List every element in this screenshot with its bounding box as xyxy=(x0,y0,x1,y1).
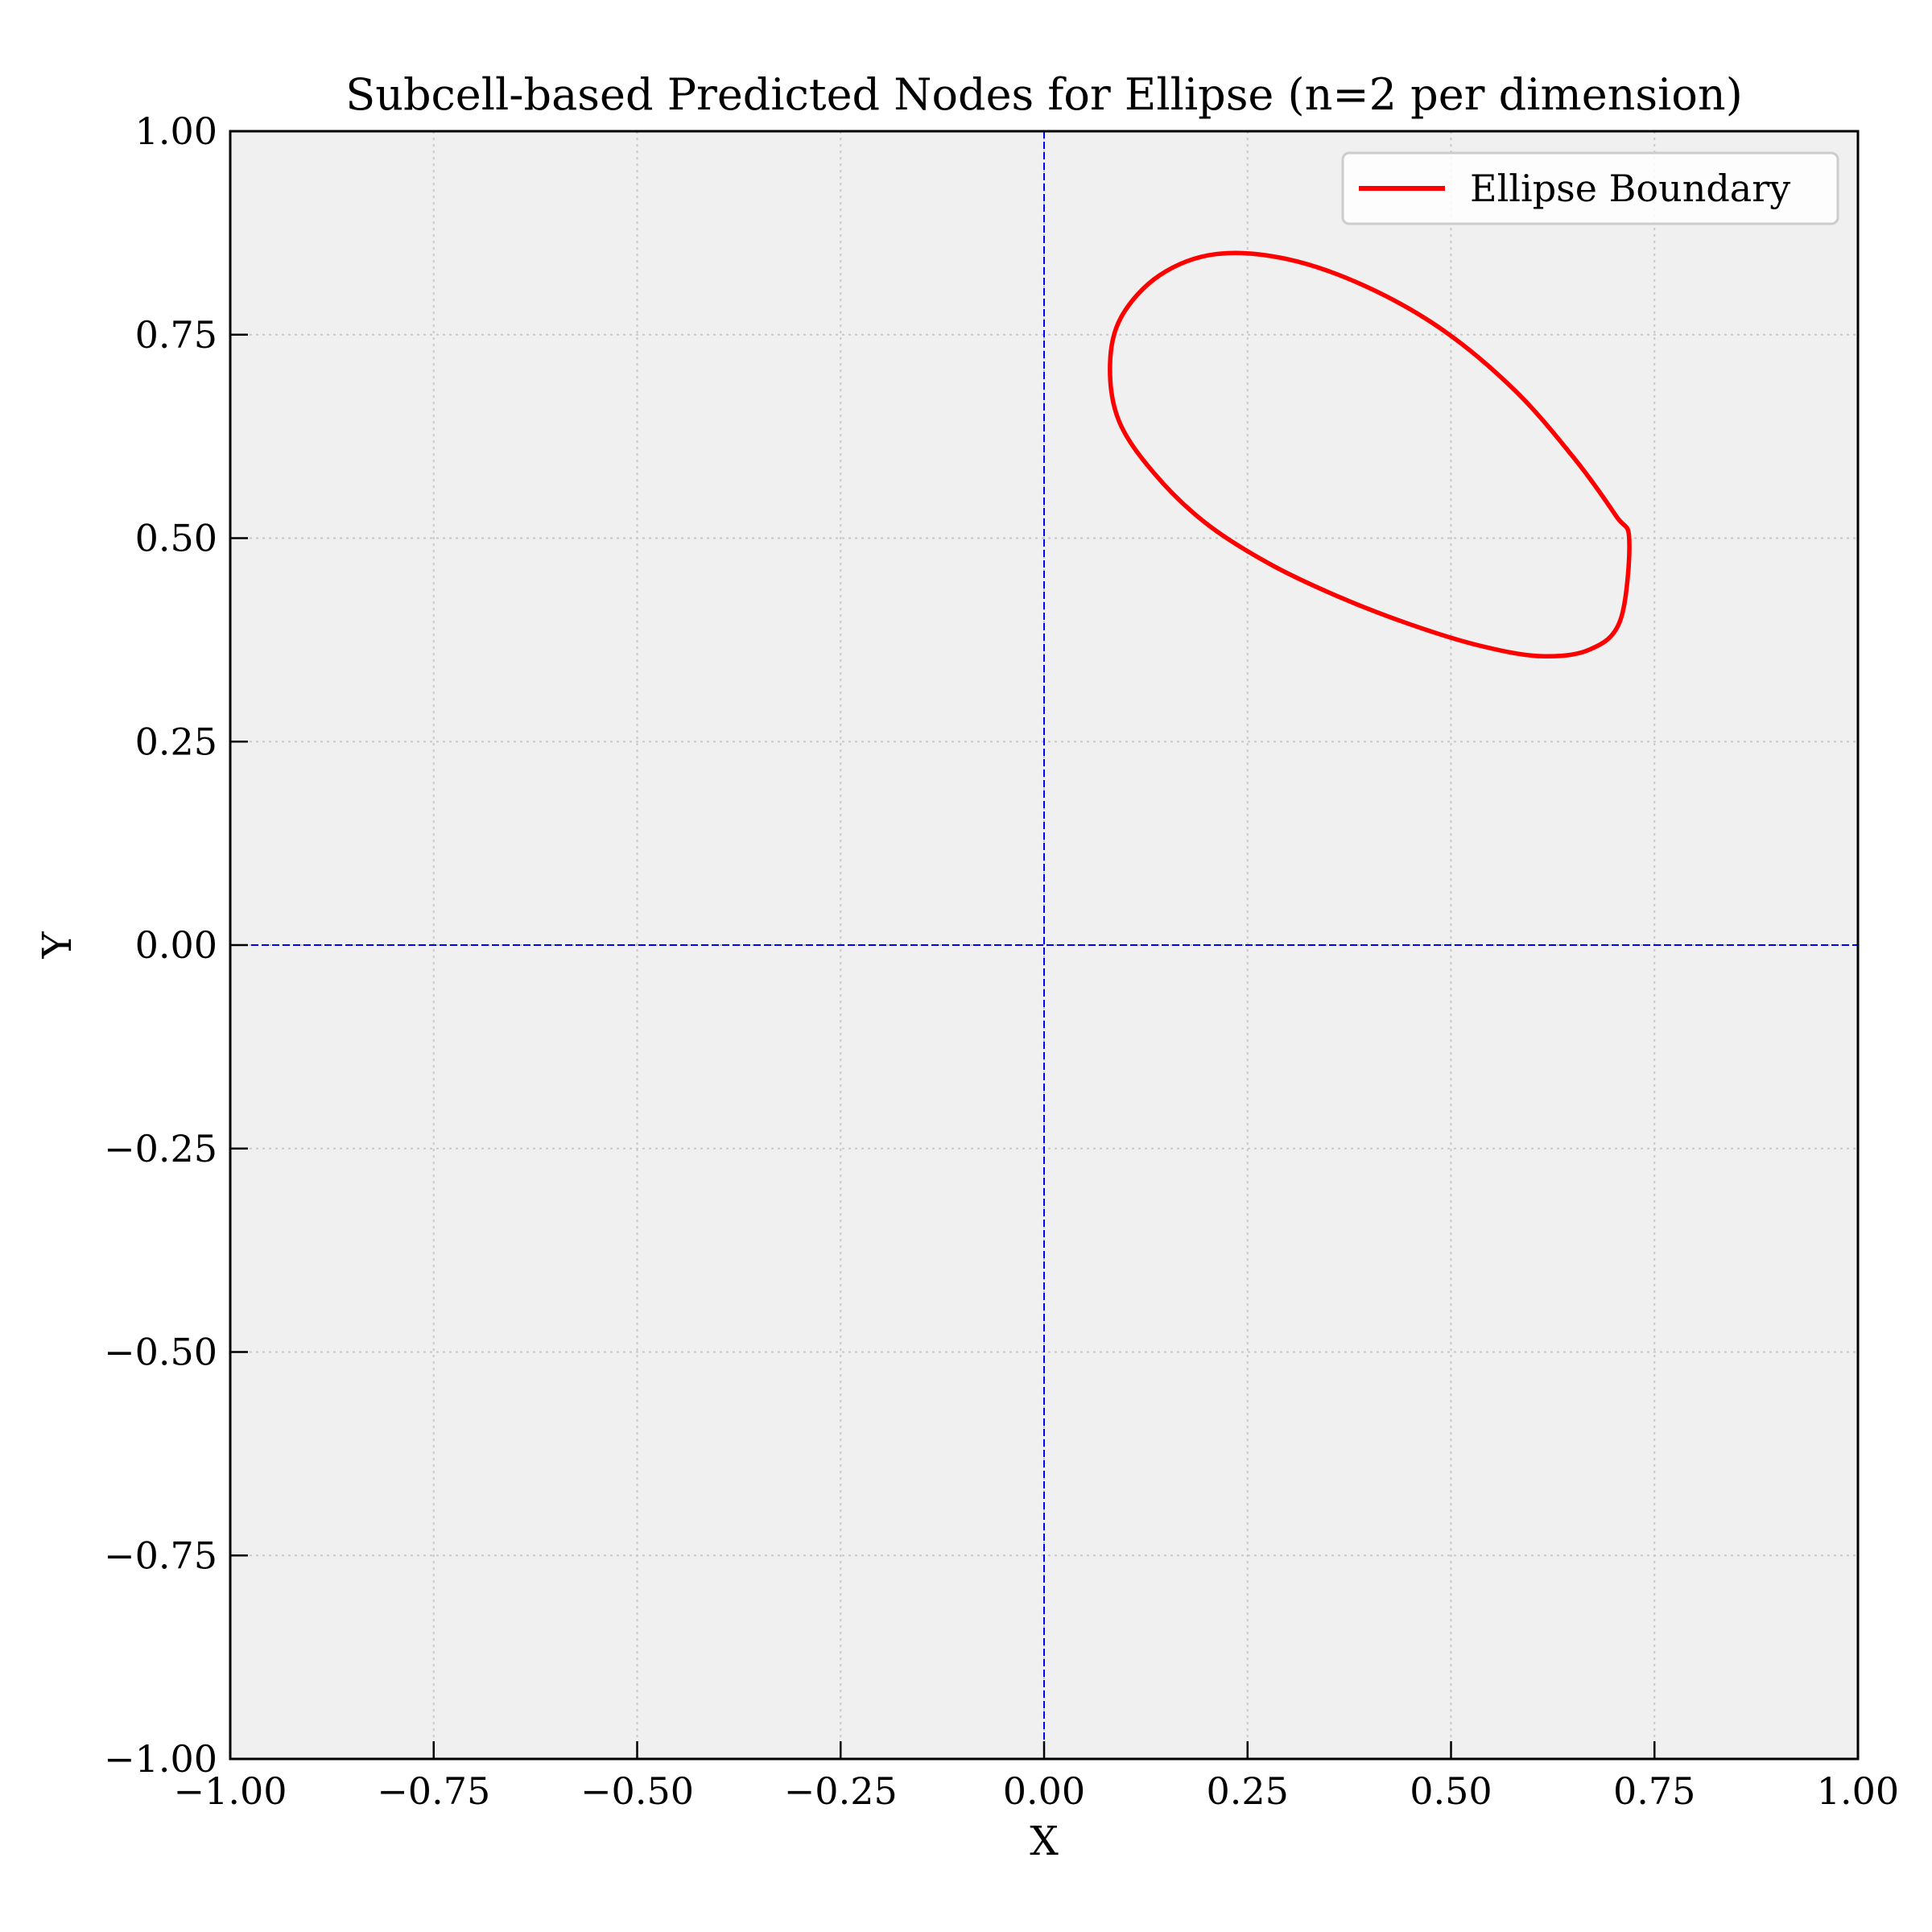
y-tick-label: 0.75 xyxy=(135,313,217,357)
x-tick-label: 0.00 xyxy=(1003,1769,1085,1813)
legend-box xyxy=(1341,151,1839,225)
x-tick-label: 1.00 xyxy=(1817,1769,1899,1813)
x-tick-label: −1.00 xyxy=(174,1769,287,1813)
y-tick-label: 0.00 xyxy=(135,923,217,967)
x-tick-label: 0.75 xyxy=(1613,1769,1695,1813)
x-axis-label: X xyxy=(1030,1818,1059,1864)
y-axis-label: Y xyxy=(34,931,80,960)
x-tick-label: −0.25 xyxy=(784,1769,898,1813)
y-tick-label: 1.00 xyxy=(135,109,217,153)
y-tick-label: −1.00 xyxy=(104,1737,217,1781)
x-tick-label: −0.75 xyxy=(377,1769,490,1813)
ticks: −1.00 −0.75 −0.50 −0.25 0.00 0.25 0.50 0.75 1.00… xyxy=(104,109,1899,1813)
series-layer xyxy=(1108,250,1632,659)
legend-label: Ellipse Boundary xyxy=(1470,167,1790,210)
x-tick-label: 0.50 xyxy=(1410,1769,1492,1813)
legend: Ellipse Boundary xyxy=(1341,151,1839,225)
y-tick-label: 0.50 xyxy=(135,517,217,560)
y-tick-label: −0.75 xyxy=(104,1534,217,1577)
y-tick-label: 0.25 xyxy=(135,720,217,763)
y-tick-label: −0.50 xyxy=(104,1331,217,1374)
y-tick-label: −0.25 xyxy=(104,1127,217,1170)
series-line-ellipse-boundary xyxy=(1108,250,1632,659)
x-tick-label: −0.50 xyxy=(580,1769,694,1813)
reference-lines xyxy=(230,131,1858,1759)
x-tick-label: 0.25 xyxy=(1207,1769,1289,1813)
chart-title: Subcell-based Predicted Nodes for Ellips… xyxy=(345,69,1743,120)
